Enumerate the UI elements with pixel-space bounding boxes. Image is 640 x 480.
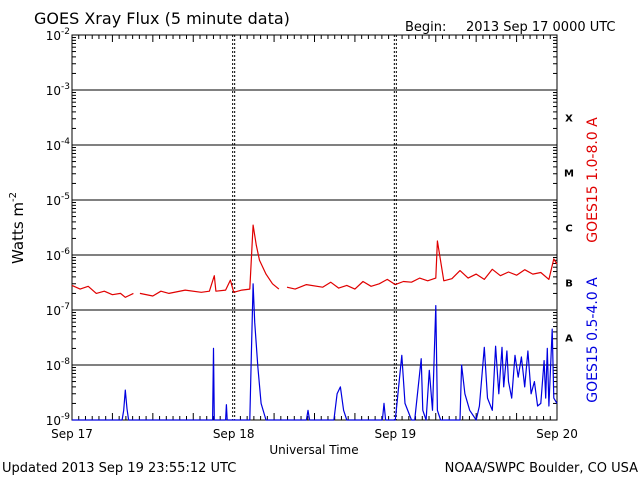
y-tick-base: 10	[46, 194, 61, 208]
series-label-short-group: GOES15 0.5-4.0 A	[585, 277, 601, 403]
begin-value: 2013 Sep 17 0000 UTC	[466, 20, 616, 35]
y-tick-label: 10-3	[46, 82, 70, 98]
day-separators	[78, 35, 551, 420]
y-tick-base: 10	[46, 359, 61, 373]
y-tick-base: 10	[46, 304, 61, 318]
x-tick-label: Sep 19	[374, 427, 416, 441]
y-tick-exp: -3	[61, 82, 70, 92]
x-tick-label: Sep 18	[213, 427, 255, 441]
y-tick-base: 10	[46, 139, 61, 153]
y-axis-label-exp: -2	[8, 192, 19, 202]
y-tick-exp: -2	[61, 27, 70, 37]
gridlines	[72, 37, 557, 404]
footer-updated: Updated 2013 Sep 19 23:55:12 UTC	[2, 461, 236, 476]
y-tick-base: 10	[46, 29, 61, 43]
x-tick-label: Sep 17	[51, 427, 93, 441]
flare-class-a: A	[565, 334, 573, 345]
x-tick-label: Sep 20	[536, 427, 578, 441]
y-axis-label: Watts m-2	[8, 192, 27, 264]
y-axis-label-text: Watts m	[9, 202, 27, 264]
series-label-long: GOES15 1.0-8.0 A	[585, 117, 601, 243]
y-tick-label: 10-7	[46, 302, 70, 318]
y-axis-label-group: Watts m-2	[8, 192, 27, 264]
begin-label: Begin:	[405, 20, 446, 35]
y-tick-label: 10-8	[46, 357, 71, 373]
flare-class-b: B	[565, 279, 573, 290]
y-tick-labels: 10-210-310-410-510-610-710-810-9	[46, 27, 71, 428]
y-tick-exp: -8	[61, 357, 70, 367]
chart-title: GOES Xray Flux (5 minute data)	[34, 9, 290, 28]
y-tick-label: 10-4	[46, 137, 71, 153]
series-label-short: GOES15 0.5-4.0 A	[585, 277, 601, 403]
y-tick-exp: -4	[61, 137, 70, 147]
y-tick-exp: -7	[61, 302, 70, 312]
plot-frame	[71, 34, 558, 421]
y-tick-label: 10-9	[46, 412, 71, 428]
y-tick-exp: -5	[61, 192, 70, 202]
series-line-long	[71, 224, 558, 298]
footer-credit: NOAA/SWPC Boulder, CO USA	[445, 461, 638, 476]
x-axis-label: Universal Time	[269, 443, 358, 457]
flare-class-c: C	[565, 224, 572, 235]
flare-class-labels: X M C B A	[564, 114, 574, 345]
x-tick-labels: Sep 17 Sep 18 Sep 19 Sep 20	[51, 427, 578, 441]
flare-class-x: X	[565, 114, 573, 125]
y-tick-label: 10-5	[46, 192, 70, 208]
y-tick-exp: -6	[61, 247, 70, 257]
series-layer	[71, 224, 558, 421]
plot-area	[71, 34, 558, 421]
y-tick-base: 10	[46, 249, 61, 263]
y-tick-label: 10-2	[46, 27, 70, 43]
y-tick-exp: -9	[61, 412, 70, 422]
series-label-long-group: GOES15 1.0-8.0 A	[585, 117, 601, 243]
flare-class-m: M	[564, 169, 574, 180]
y-tick-label: 10-6	[46, 247, 71, 263]
y-tick-base: 10	[46, 414, 61, 428]
series-line-short	[72, 283, 558, 421]
y-tick-base: 10	[46, 84, 61, 98]
